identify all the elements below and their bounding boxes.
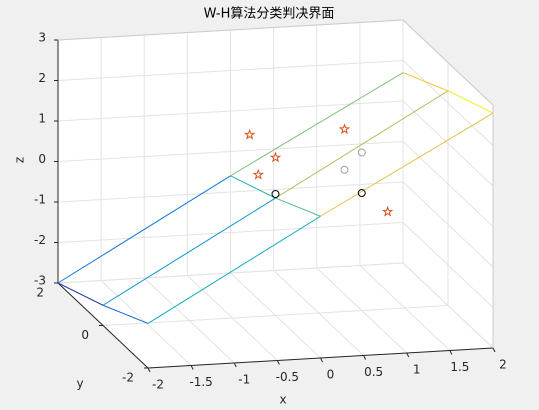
tick-mark	[406, 352, 410, 358]
circle-marker	[357, 189, 366, 198]
x-tick-label: -0.5	[276, 370, 299, 384]
tick-mark	[449, 350, 453, 355]
star-marker	[243, 128, 256, 140]
grid-line	[402, 262, 494, 349]
grid-line	[57, 100, 404, 122]
grid-line	[102, 305, 449, 326]
surface-edge	[102, 197, 276, 306]
grid-line	[57, 141, 404, 162]
x-tick-label: 1	[413, 363, 421, 377]
grid-line	[402, 141, 494, 227]
z-tick-label: 3	[38, 31, 46, 45]
surface-edge	[275, 197, 321, 217]
grid-line	[402, 222, 494, 308]
x-tick-label: -2	[152, 378, 164, 392]
surface-edge	[275, 90, 449, 199]
axis-line	[57, 282, 149, 369]
tick-mark	[276, 360, 280, 365]
surface-edge	[230, 175, 276, 199]
surface-edge	[102, 304, 149, 324]
tick-mark	[363, 355, 367, 360]
surface-edge	[230, 72, 404, 177]
z-axis-label: z	[13, 157, 27, 163]
circle-marker	[357, 148, 366, 157]
surface-edge	[57, 175, 231, 284]
surface-edge	[57, 282, 104, 306]
box-edge	[57, 19, 404, 41]
x-tick-label: 1.5	[450, 360, 469, 374]
x-tick-label: -1.5	[189, 375, 212, 389]
circle-marker	[340, 165, 349, 174]
grid-line	[57, 262, 404, 284]
y-tick-label: 2	[36, 286, 44, 300]
tick-mark	[492, 347, 496, 353]
grid-line	[57, 60, 404, 81]
y-tick-label: 0	[81, 328, 89, 342]
y-axis-label: y	[76, 377, 83, 391]
z-tick-label: 0	[38, 152, 46, 166]
grid-line	[402, 100, 494, 187]
z-tick-label: -2	[34, 233, 46, 247]
x-tick-label: 0.5	[364, 365, 383, 379]
surface-edge	[402, 72, 449, 92]
star-marker	[269, 151, 282, 163]
tick-mark	[233, 362, 237, 368]
chart-title: W-H算法分类判决界面	[204, 7, 335, 22]
surface-edge	[320, 112, 494, 217]
star-marker	[252, 168, 264, 180]
x-tick-label: 2	[499, 358, 507, 372]
z-tick-label: 1	[38, 112, 46, 126]
grid-line	[402, 181, 494, 268]
surface-edge	[447, 90, 494, 114]
z-tick-label: -3	[34, 274, 46, 288]
grid-line	[57, 181, 404, 203]
tick-mark	[147, 367, 151, 373]
x-tick-label: 0	[327, 368, 335, 382]
x-axis-label: x	[279, 393, 286, 407]
z-tick-label: 2	[38, 71, 46, 85]
z-tick-label: -1	[34, 193, 46, 207]
star-marker	[338, 123, 351, 135]
box-edge	[402, 19, 494, 106]
star-marker	[381, 205, 394, 217]
grid-line	[402, 60, 494, 146]
circle-marker	[271, 190, 280, 198]
y-tick-label: -2	[122, 371, 134, 385]
tick-mark	[190, 365, 194, 370]
axis-line	[147, 347, 494, 369]
tick-mark	[320, 357, 323, 363]
x-tick-label: -1	[238, 373, 250, 387]
grid-line	[57, 222, 404, 243]
surface-edge	[147, 215, 321, 324]
